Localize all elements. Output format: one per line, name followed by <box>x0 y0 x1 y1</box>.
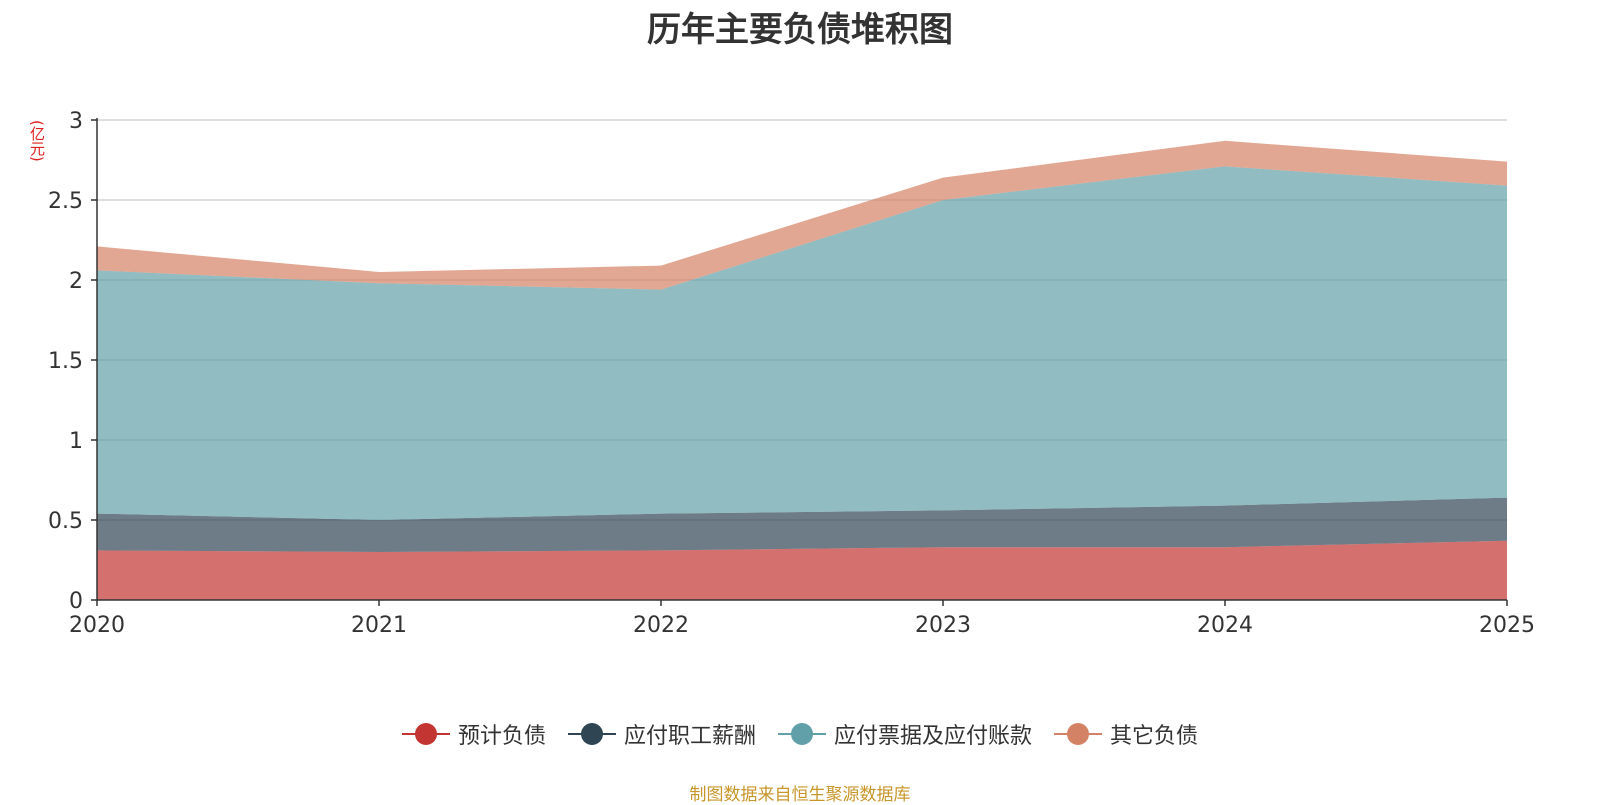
data-source-note: 制图数据来自恒生聚源数据库 <box>689 785 911 805</box>
area-series-1 <box>97 540 1507 600</box>
y-tick-label: 1 <box>69 429 83 454</box>
legend-item-2[interactable]: 应付职工薪酬 <box>567 718 756 750</box>
legend-label: 其它负债 <box>1110 724 1199 749</box>
area-series-2 <box>97 497 1507 552</box>
y-tick-label: 2 <box>69 269 83 294</box>
x-tick-label: 2021 <box>351 613 407 638</box>
x-tick-label: 2022 <box>633 613 689 638</box>
x-tick-label: 2020 <box>69 613 125 638</box>
x-axis-ticks: 2020 2021 2022 2023 2024 2025 <box>69 600 1535 638</box>
y-tick-label: 1.5 <box>48 349 83 374</box>
y-tick-label: 0.5 <box>48 509 83 534</box>
area-series-3 <box>97 166 1507 520</box>
legend-label: 应付票据及应付账款 <box>834 724 1033 749</box>
legend-item-1[interactable]: 预计负债 <box>401 718 546 750</box>
y-axis-ticks: 0 0.5 1 1.5 2 2.5 3 <box>48 109 97 614</box>
legend-label: 应付职工薪酬 <box>623 724 756 749</box>
area-series-4 <box>97 140 1507 290</box>
legend-item-4[interactable]: 其它负债 <box>1054 718 1198 750</box>
x-tick-label: 2025 <box>1479 613 1535 638</box>
x-tick-label: 2024 <box>1197 613 1253 638</box>
legend-marker <box>567 722 616 746</box>
legend-item-3[interactable]: 应付票据及应付账款 <box>778 718 1032 750</box>
legend-marker <box>1054 722 1103 746</box>
legend-label: 预计负债 <box>457 724 546 749</box>
y-tick-label: 3 <box>69 109 83 134</box>
y-axis-unit-label: (亿元) <box>28 120 46 162</box>
y-tick-label: 2.5 <box>48 189 83 214</box>
chart-title: 历年主要负债堆积图 <box>647 10 953 50</box>
legend-marker <box>778 722 826 746</box>
legend: 预计负债 应付职工薪酬 应付票据及应付账款 其它负债 <box>0 718 1600 750</box>
area-series <box>97 140 1507 600</box>
legend-marker <box>401 722 450 746</box>
x-tick-label: 2023 <box>915 613 971 638</box>
y-tick-label: 0 <box>69 589 83 614</box>
